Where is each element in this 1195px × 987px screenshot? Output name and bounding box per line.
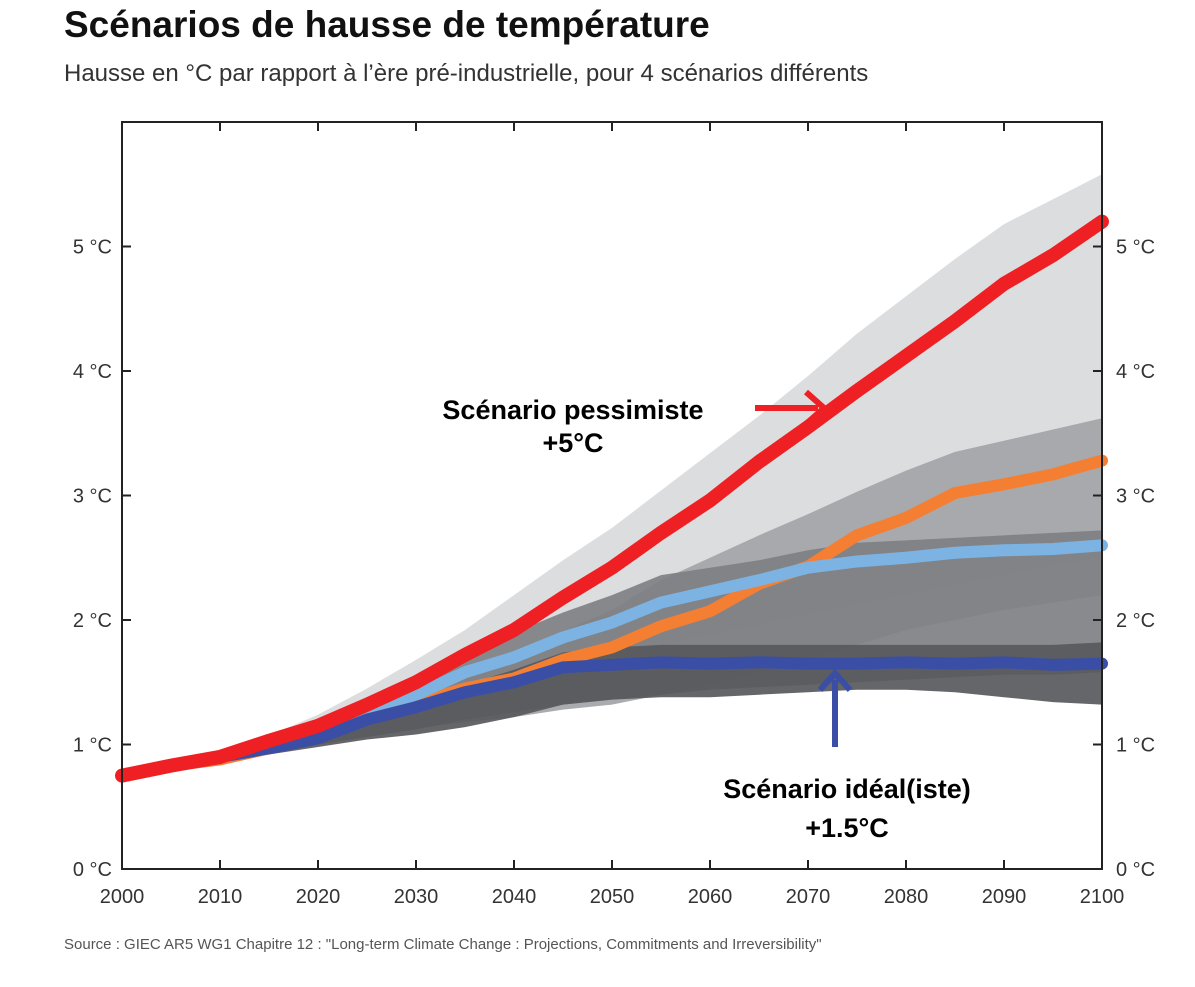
- x-tick-label: 2060: [688, 886, 733, 908]
- y-tick-label-left: 1 °C: [73, 735, 112, 757]
- x-tick-label: 2090: [982, 886, 1027, 908]
- x-tick-label: 2080: [884, 886, 929, 908]
- scenario-lines: [115, 214, 1109, 783]
- y-tick-label-right: 0 °C: [1116, 859, 1155, 881]
- x-tick-label: 2030: [394, 886, 439, 908]
- y-tick-label-right: 4 °C: [1116, 361, 1155, 383]
- y-tick-label-right: 5 °C: [1116, 237, 1155, 259]
- x-tick-label: 2000: [100, 886, 145, 908]
- x-tick-label: 2070: [786, 886, 831, 908]
- axis-ticks: 2000 2010 2020 2030 2040 2050 2060 2070 2080 2090…: [73, 122, 1155, 908]
- page-subtitle: Hausse en °C par rapport à l’ère pré-ind…: [64, 60, 869, 87]
- y-tick-label-left: 2 °C: [73, 610, 112, 632]
- y-tick-label-left: 0 °C: [73, 859, 112, 881]
- y-tick-label-right: 1 °C: [1116, 735, 1155, 757]
- x-tick-label: 2100: [1080, 886, 1125, 908]
- annotation-pessimistic-label: Scénario pessimiste: [442, 395, 703, 425]
- source-note: Source : GIEC AR5 WG1 Chapitre 12 : "Lon…: [64, 936, 822, 953]
- y-tick-label-left: 5 °C: [73, 237, 112, 259]
- y-tick-label-left: 4 °C: [73, 361, 112, 383]
- x-tick-label: 2040: [492, 886, 537, 908]
- uncertainty-bands: [122, 174, 1102, 776]
- arrow-pessimistic: [755, 389, 829, 427]
- x-tick-label: 2020: [296, 886, 341, 908]
- annotations: Scénario pessimiste +5°C Scénario idéal(…: [442, 389, 971, 843]
- uncertainty-band-1: [122, 418, 1102, 776]
- y-tick-label-right: 3 °C: [1116, 486, 1155, 508]
- uncertainty-band-3: [122, 642, 1102, 776]
- x-tick-label: 2010: [198, 886, 243, 908]
- scenario-line-3: [116, 656, 1108, 782]
- annotation-ideal-value: +1.5°C: [805, 813, 889, 843]
- annotation-ideal-label: Scénario idéal(iste): [723, 774, 971, 804]
- annotation-pessimistic-value: +5°C: [542, 428, 603, 458]
- scenario-line-0: [115, 214, 1109, 783]
- page-title: Scénarios de hausse de température: [64, 4, 710, 45]
- x-tick-label: 2050: [590, 886, 635, 908]
- arrow-ideal: [817, 668, 853, 747]
- y-tick-label-left: 3 °C: [73, 486, 112, 508]
- y-tick-label-right: 2 °C: [1116, 610, 1155, 632]
